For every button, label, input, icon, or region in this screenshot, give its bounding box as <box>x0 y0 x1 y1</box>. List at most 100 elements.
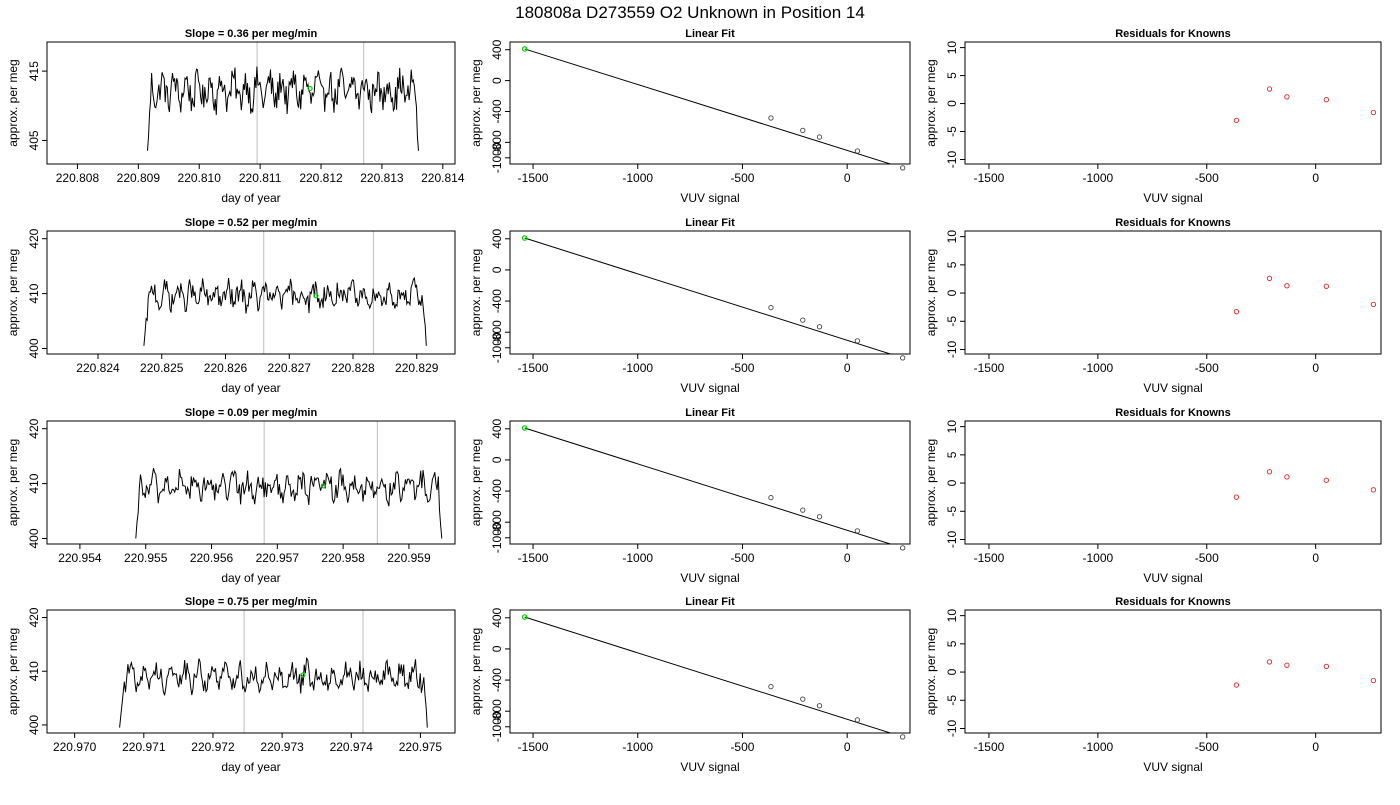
known-point <box>1370 487 1377 493</box>
y-axis-label: approx. per meg <box>924 249 938 336</box>
plot-frame <box>509 420 911 545</box>
x-tick-label: -1500 <box>518 740 549 754</box>
y-tick-label: -10 <box>945 151 959 169</box>
known-point <box>1266 275 1273 282</box>
panel-1-1: Slope = 0.36 per meg/min 220.808 220.809 22… <box>6 28 465 205</box>
x-tick-label: -1500 <box>518 361 549 375</box>
known-point <box>768 683 774 690</box>
x-tick-label: -1500 <box>974 361 1005 375</box>
known-point <box>800 696 806 702</box>
y-tick-label: 400 <box>490 607 504 627</box>
y-tick-label: 10 <box>945 420 959 434</box>
known-point <box>1266 659 1273 665</box>
fit-line <box>524 48 893 164</box>
x-tick-label: 220.810 <box>178 171 222 185</box>
x-tick-label: -500 <box>1195 740 1219 754</box>
y-tick-label: -10 <box>945 530 959 548</box>
y-tick-label: 400 <box>490 418 504 438</box>
known-point <box>816 703 823 709</box>
unknown-marker <box>300 672 306 678</box>
known-point <box>1233 682 1240 688</box>
x-tick-label: 220.809 <box>117 171 161 185</box>
known-point <box>900 734 906 740</box>
known-point <box>854 528 861 534</box>
x-tick-label: -1000 <box>622 171 653 185</box>
panel-title: Residuals for Knowns <box>1115 28 1231 40</box>
x-tick-label: -500 <box>1195 171 1219 185</box>
y-tick-label: -1000 <box>490 332 504 363</box>
y-tick-label: -5 <box>945 316 959 327</box>
known-point <box>854 717 861 723</box>
y-tick-label: 405 <box>27 130 41 150</box>
y-tick-label: -800 <box>490 510 504 534</box>
known-point <box>816 514 823 520</box>
y-tick-label: -400 <box>490 668 504 692</box>
known-point <box>816 324 823 330</box>
plot-frame <box>46 420 456 545</box>
y-tick-label: -400 <box>490 99 504 123</box>
plot-frame <box>964 230 1382 355</box>
panel-3-2: Linear Fit-1500 -1000 -500 0-1000-800-40004… <box>469 407 911 585</box>
known-point <box>1323 663 1329 670</box>
panel-title: Residuals for Knowns <box>1115 407 1231 419</box>
x-axis-label: VUV signal <box>680 381 739 395</box>
plot-frame <box>964 420 1382 545</box>
known-point <box>900 545 906 551</box>
plot-frame <box>509 41 911 165</box>
panel-title: Linear Fit <box>685 217 735 229</box>
x-tick-label: 0 <box>1312 361 1319 375</box>
x-tick-label: 0 <box>844 551 851 565</box>
known-point <box>1284 474 1290 480</box>
plot-frame <box>46 230 456 355</box>
y-tick-label: -5 <box>945 126 959 137</box>
x-tick-label: -500 <box>1195 551 1219 565</box>
x-tick-label: 220.814 <box>421 171 465 185</box>
x-tick-label: 220.827 <box>268 361 312 375</box>
panel-4-3: Residuals for Knowns -1500 -1000 -500 0 -10 -5… <box>924 596 1382 774</box>
y-tick-label: -800 <box>490 130 504 154</box>
panel-title: Residuals for Knowns <box>1115 596 1231 608</box>
x-tick-label: 0 <box>1312 551 1319 565</box>
figure-title: 180808a D273559 O2 Unknown in Position 1… <box>515 3 865 22</box>
x-axis-label: VUV signal <box>680 571 739 585</box>
y-tick-label: 10 <box>945 609 959 623</box>
x-axis-label: day of year <box>221 571 280 585</box>
unknown-point <box>521 46 528 52</box>
x-tick-label: 220.956 <box>190 551 234 565</box>
x-tick-label: 220.975 <box>399 740 443 754</box>
x-tick-label: -500 <box>730 740 754 754</box>
x-tick-label: -1000 <box>1083 740 1114 754</box>
x-tick-label: -1000 <box>1083 171 1114 185</box>
x-axis-label: VUV signal <box>680 191 739 205</box>
known-point <box>1233 494 1240 500</box>
data-series-line <box>119 656 428 728</box>
x-axis-label: VUV signal <box>1143 191 1202 205</box>
known-point <box>1233 117 1240 123</box>
x-tick-label: 220.970 <box>53 740 97 754</box>
x-tick-label: 220.957 <box>256 551 300 565</box>
x-tick-label: 220.955 <box>124 551 168 565</box>
x-axis-label: VUV signal <box>1143 571 1202 585</box>
x-tick-label: -1000 <box>622 740 653 754</box>
known-point <box>854 148 861 154</box>
known-point <box>800 127 806 134</box>
panel-3-3: Residuals for Knowns -1500 -1000 -500 0 -10 -5… <box>924 407 1382 585</box>
y-axis-label: approx. per meg <box>924 628 938 715</box>
known-point <box>900 165 906 171</box>
x-tick-label: 220.829 <box>395 361 439 375</box>
data-series-line <box>135 467 443 539</box>
known-point <box>768 494 774 501</box>
y-tick-label: 400 <box>490 39 504 59</box>
y-tick-label: -1000 <box>490 142 504 173</box>
y-tick-label: -800 <box>490 320 504 344</box>
panel-4-1: Slope = 0.75 per meg/min 220.970 220.971 22… <box>6 596 456 774</box>
x-tick-label: 220.954 <box>58 551 102 565</box>
y-tick-label: 10 <box>945 41 959 55</box>
x-tick-label: 220.828 <box>331 361 375 375</box>
x-tick-label: 0 <box>844 740 851 754</box>
x-tick-label: -1000 <box>622 551 653 565</box>
x-tick-label: 220.974 <box>330 740 374 754</box>
known-point <box>1323 283 1329 289</box>
x-tick-label: 220.973 <box>260 740 304 754</box>
known-point <box>1323 477 1329 483</box>
